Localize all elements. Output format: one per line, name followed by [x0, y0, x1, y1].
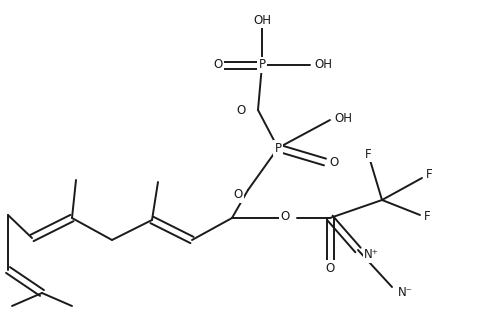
Text: OH: OH: [253, 13, 271, 26]
Text: O: O: [213, 59, 223, 72]
Text: O: O: [237, 103, 246, 116]
Text: P: P: [258, 59, 266, 72]
Text: O: O: [325, 261, 334, 274]
Text: P: P: [274, 142, 282, 155]
Text: N⁺: N⁺: [364, 248, 379, 261]
Text: OH: OH: [334, 112, 352, 125]
Text: F: F: [424, 211, 431, 224]
Text: O: O: [280, 211, 289, 224]
Text: F: F: [426, 168, 433, 181]
Text: O: O: [329, 156, 338, 169]
Text: F: F: [364, 148, 371, 161]
Text: OH: OH: [314, 59, 332, 72]
Text: O: O: [234, 189, 243, 202]
Text: N⁻: N⁻: [398, 286, 413, 299]
